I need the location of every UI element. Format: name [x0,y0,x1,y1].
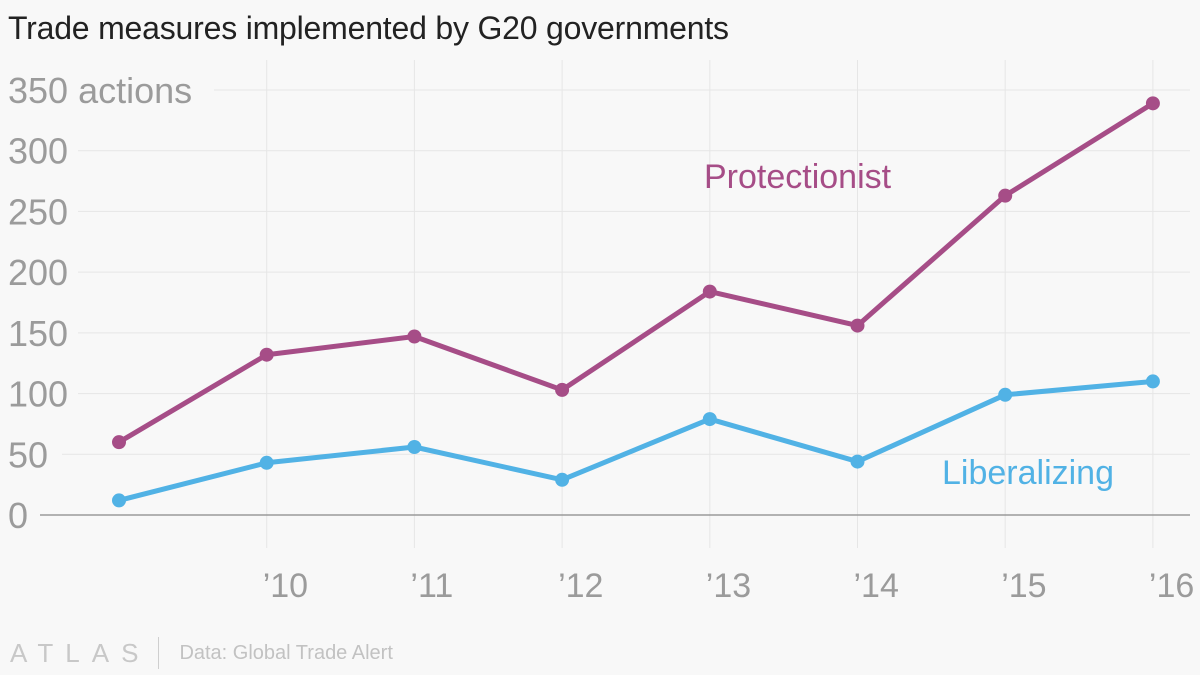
x-tick-label: ’14 [854,567,899,605]
series-group [112,96,1160,508]
series-line-protectionist [116,100,1156,445]
data-point [702,412,717,427]
footer-divider [158,637,160,669]
data-source: Data: Global Trade Alert [179,641,393,664]
footer: ATLAS Data: Global Trade Alert [10,636,393,670]
data-point [259,347,274,362]
y-tick-label: 100 [8,374,68,415]
y-tick-label: 200 [8,252,68,293]
vertical-gridlines [266,60,1154,548]
data-point [998,188,1013,203]
x-tick-label: ’10 [263,567,308,605]
x-tick-label: ’16 [1149,567,1194,605]
data-point [112,435,126,450]
series-protectionist [112,96,1160,450]
y-tick-label: 50 [8,434,48,475]
data-point [555,472,570,487]
y-tick-label: 350 actions [8,70,192,111]
atlas-logo: ATLAS [10,637,151,668]
data-point [998,387,1013,402]
y-axis-labels: 0 50 100 150 200 250 300 350 actions [8,70,192,536]
y-tick-label: 300 [8,131,68,172]
chart-title: Trade measures implemented by G20 govern… [8,10,729,46]
x-tick-label: ’15 [1001,567,1046,605]
series-label-protectionist: Protectionist [704,158,892,196]
data-point [259,455,274,470]
data-point [112,493,126,508]
data-point [850,454,865,469]
x-tick-label: ’12 [558,567,603,605]
data-point [1145,96,1160,111]
data-point [702,284,717,299]
horizontal-gridlines [62,89,1190,455]
y-tick-label: 250 [8,191,68,232]
data-point [555,382,570,397]
series-liberalizing [112,374,1160,508]
series-label-liberalizing: Liberalizing [942,454,1114,492]
x-axis-labels: ’10 ’11 ’12 ’13 ’14 ’15 ’16 [263,567,1195,605]
series-line-liberalizing [116,378,1156,503]
data-point [1145,374,1160,389]
y-tick-label: 150 [8,313,68,354]
data-point [407,329,422,344]
x-tick-label: ’11 [410,567,453,605]
y-tick-label: 0 [8,495,28,536]
data-point [407,440,422,454]
x-tick-label: ’13 [706,567,751,605]
data-point [850,318,865,333]
